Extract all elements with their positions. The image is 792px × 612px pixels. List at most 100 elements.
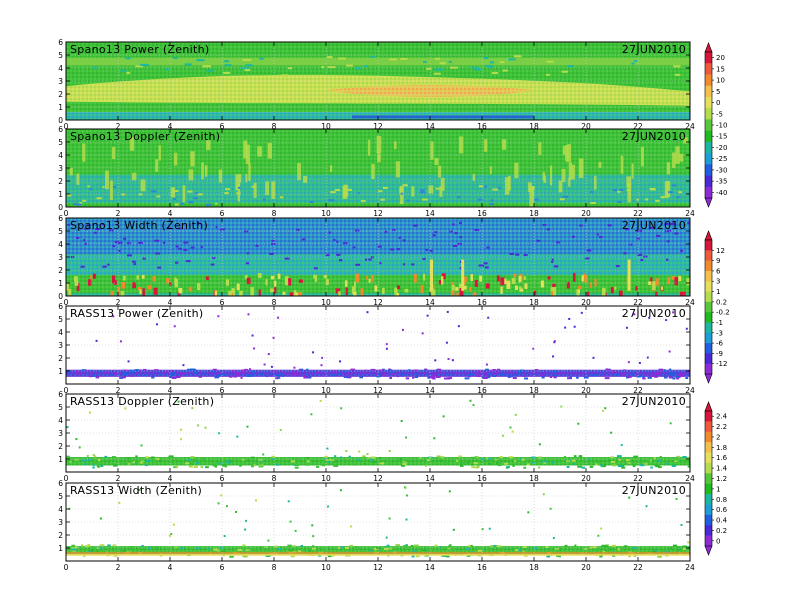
colorbar-tick-label: -20 <box>716 144 727 152</box>
x-tick-label: 16 <box>477 298 487 307</box>
x-tick-label: 0 <box>64 209 69 218</box>
x-tick-label: 6 <box>220 298 225 307</box>
grid <box>66 42 690 120</box>
x-tick-label: 8 <box>272 209 277 218</box>
x-tick-label: 6 <box>220 122 225 131</box>
x-tick-label: 0 <box>64 563 69 572</box>
x-tick-label: 20 <box>581 386 591 395</box>
x-tick-label: 8 <box>272 474 277 483</box>
x-tick-label: 2 <box>116 386 121 395</box>
x-tick-label: 22 <box>633 122 643 131</box>
colorbar-swatch <box>705 535 712 547</box>
colorbar-swatch <box>705 494 712 505</box>
data-field <box>66 399 690 469</box>
y-tick-label: 4 <box>58 240 63 249</box>
x-tick-label: 12 <box>373 563 383 572</box>
colorbar-tick-label: 15 <box>716 65 725 73</box>
colorbar-swatch <box>705 96 712 109</box>
x-tick-label: 20 <box>581 474 591 483</box>
y-tick-label: 5 <box>58 492 63 501</box>
x-tick-label: 10 <box>321 209 331 218</box>
x-tick-label: 2 <box>116 298 121 307</box>
y-tick-label: 4 <box>58 64 63 73</box>
x-tick-label: 4 <box>168 122 173 131</box>
y-tick-label: 4 <box>58 151 63 160</box>
colorbar-swatch <box>705 312 712 323</box>
x-tick-label: 8 <box>272 386 277 395</box>
colorbar-swatch <box>705 108 712 120</box>
x-tick-label: 6 <box>220 209 225 218</box>
x-tick-label: 2 <box>116 474 121 483</box>
y-tick-label: 0 <box>58 292 63 301</box>
colorbar-swatch <box>705 119 712 131</box>
grid <box>66 218 690 296</box>
colorbar-tick-label: 2.2 <box>716 423 727 431</box>
colorbar-min-arrow <box>704 197 713 208</box>
y-tick-label: 6 <box>58 390 63 399</box>
colorbar-swatch <box>705 473 712 484</box>
colorbar-tick-label: -40 <box>716 189 727 197</box>
panel-date: 27JUN2010 <box>622 219 686 232</box>
x-tick-label: 22 <box>633 209 643 218</box>
x-tick-label: 4 <box>168 474 173 483</box>
x-tick-label: 24 <box>685 209 695 218</box>
y-tick-label: 3 <box>58 253 63 262</box>
colorbar-swatch <box>705 525 712 536</box>
y-tick-label: 5 <box>58 403 63 412</box>
x-tick-label: 16 <box>477 122 487 131</box>
x-tick-label: 14 <box>425 474 435 483</box>
x-tick-label: 14 <box>425 386 435 395</box>
x-tick-label: 10 <box>321 563 331 572</box>
colorbar-tick-label: -10 <box>716 122 727 130</box>
colorbar-swatch <box>705 175 712 188</box>
grid <box>66 394 690 472</box>
colorbar-swatch <box>705 442 712 453</box>
colorbar-3: 2.4 2.2 2 1.8 1.6 1.4 1.2 1 0.8 0.6 0.4 0.2 0 <box>704 401 728 556</box>
colorbar-swatch <box>705 452 712 464</box>
y-tick-label: 0 <box>58 203 63 212</box>
y-tick-label: 6 <box>58 479 63 488</box>
colorbar-tick-label: -0.2 <box>716 309 730 317</box>
colorbar-tick-label: 2.4 <box>716 413 728 421</box>
x-tick-label: 0 <box>64 298 69 307</box>
colorbar-swatch <box>705 301 712 313</box>
y-tick-label: 3 <box>58 341 63 350</box>
x-tick-label: 16 <box>477 209 487 218</box>
x-tick-label: 14 <box>425 298 435 307</box>
x-tick-label: 18 <box>529 209 539 218</box>
colorbar-tick-label: 9 <box>716 257 720 265</box>
y-tick-label: 5 <box>58 138 63 147</box>
y-tick-label: 5 <box>58 51 63 60</box>
colorbar-tick-label: 10 <box>716 77 725 85</box>
y-tick-label: 4 <box>58 328 63 337</box>
colorbar-swatch <box>705 353 712 364</box>
x-tick-label: 6 <box>220 474 225 483</box>
x-tick-label: 20 <box>581 298 591 307</box>
y-tick-label: 1 <box>58 279 63 288</box>
x-tick-label: 8 <box>272 122 277 131</box>
x-tick-label: 16 <box>477 474 487 483</box>
colorbar-min-arrow <box>704 373 713 384</box>
grid <box>66 306 690 384</box>
y-tick-label: 1 <box>58 455 63 464</box>
y-tick-label: 3 <box>58 518 63 527</box>
y-tick-label: 1 <box>58 103 63 112</box>
y-tick-label: 5 <box>58 227 63 236</box>
x-tick-label: 4 <box>168 209 173 218</box>
colorbar-tick-label: 1.4 <box>716 465 728 473</box>
colorbar-swatch <box>705 270 712 282</box>
panel-title: RASS13 Width (Zenith) <box>70 484 202 497</box>
colorbar-tick-label: 6 <box>716 267 721 275</box>
x-tick-label: 24 <box>685 122 695 131</box>
colorbar-tick-label: 2 <box>716 433 720 441</box>
x-tick-label: 2 <box>116 122 121 131</box>
panel-title: RASS13 Doppler (Zenith) <box>70 395 214 408</box>
panel-date: 27JUN2010 <box>622 307 686 320</box>
colorbar-tick-label: 1.8 <box>716 444 727 452</box>
y-tick-label: 3 <box>58 429 63 438</box>
x-tick-label: 0 <box>64 474 69 483</box>
colorbar-swatch <box>705 431 712 443</box>
y-tick-label: 5 <box>58 315 63 324</box>
